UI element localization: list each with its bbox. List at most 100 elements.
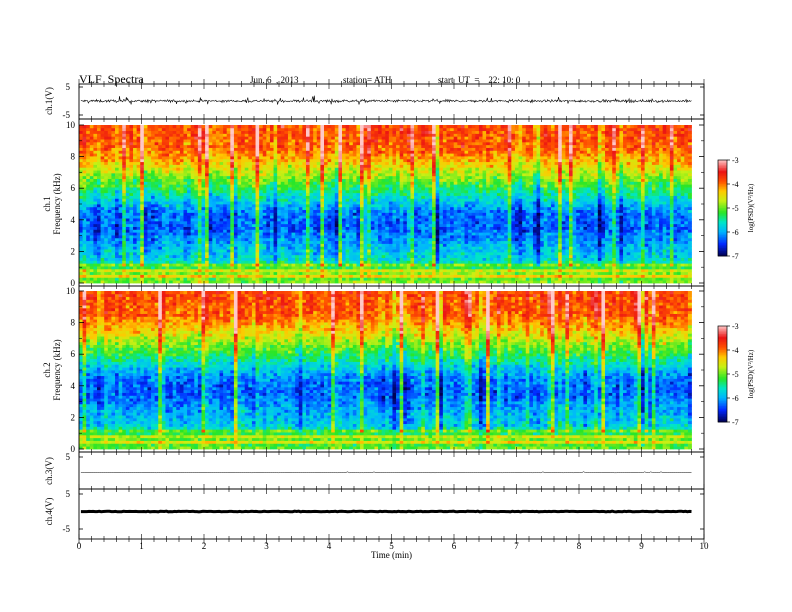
spectrogram-cell [356, 131, 360, 134]
spectrogram-cell [198, 280, 202, 283]
spectrogram-cell [101, 260, 105, 263]
spectrogram-cell [245, 260, 249, 263]
spectrogram-cell [356, 196, 360, 199]
spectrogram-cell [349, 238, 353, 241]
spectrogram-cell [274, 255, 278, 258]
spectrogram-cell [212, 272, 216, 275]
spectrogram-cell [284, 277, 288, 280]
spectrogram-cell [90, 210, 94, 213]
spectrogram-cell [209, 218, 213, 221]
spectrogram-cell [367, 125, 371, 128]
spectrogram-cell [223, 176, 227, 179]
spectrogram-cell [338, 218, 342, 221]
spectrogram-cell [162, 207, 166, 210]
spectrogram-cell [284, 162, 288, 165]
spectrogram-cell [256, 139, 260, 142]
spectrogram-cell [378, 176, 382, 179]
spectrogram-cell [306, 263, 310, 266]
spectrogram-cell [115, 232, 119, 235]
spectrogram-cell [158, 210, 162, 213]
spectrogram-cell [259, 150, 263, 153]
spectrogram-cell [104, 150, 108, 153]
spectrogram-cell [349, 221, 353, 224]
spectrogram-cell [270, 249, 274, 252]
spectrogram-cell [104, 210, 108, 213]
spectrogram-cell [302, 131, 306, 134]
spectrogram-cell [111, 235, 115, 238]
spectrogram-cell [133, 204, 137, 207]
spectrogram-cell [83, 153, 87, 156]
spectrogram-cell [238, 190, 242, 193]
spectrogram-cell [129, 190, 133, 193]
spectrogram-cell [367, 196, 371, 199]
spectrogram-cell [284, 159, 288, 162]
spectrogram-cell [263, 142, 267, 145]
spectrogram-cell [144, 125, 148, 128]
spectrogram-cell [97, 263, 101, 266]
spectrogram-cell [241, 232, 245, 235]
spectrogram-cell [364, 241, 368, 244]
spectrogram-cell [353, 187, 357, 190]
spectrogram-cell [396, 131, 400, 134]
spectrogram-cell [140, 179, 144, 182]
spectrogram-cell [360, 218, 364, 221]
spectrogram-cell [310, 255, 314, 258]
spectrogram-cell [374, 133, 378, 136]
spectrogram-cell [295, 201, 299, 204]
spectrogram-cell [119, 156, 123, 159]
spectrogram-cell [220, 210, 224, 213]
spectrogram-cell [310, 275, 314, 278]
spectrogram-cell [234, 153, 238, 156]
spectrogram-cell [378, 165, 382, 168]
spectrogram-cell [274, 258, 278, 261]
spectrogram-cell [79, 179, 83, 182]
spectrogram-cell [212, 244, 216, 247]
spectrogram-cell [292, 238, 296, 241]
spectrogram-cell [396, 212, 400, 215]
spectrogram-cell [216, 266, 220, 269]
spectrogram-cell [101, 266, 105, 269]
spectrogram-cell [230, 190, 234, 193]
spectrogram-cell [223, 235, 227, 238]
spectrogram-cell [302, 280, 306, 283]
spectrogram-cell [147, 196, 151, 199]
spectrogram-cell [295, 173, 299, 176]
spectrogram-cell [86, 244, 90, 247]
spectrogram-cell [93, 148, 97, 151]
spectrogram-cell [385, 153, 389, 156]
spectrogram-cell [353, 159, 357, 162]
spectrogram-cell [108, 142, 112, 145]
spectrogram-cell [230, 244, 234, 247]
spectrogram-cell [274, 280, 278, 283]
spectrogram-cell [299, 142, 303, 145]
spectrogram-cell [385, 227, 389, 230]
spectrogram-cell [173, 156, 177, 159]
spectrogram-cell [212, 153, 216, 156]
spectrogram-cell [245, 131, 249, 134]
spectrogram-cell [266, 280, 270, 283]
spectrogram-cell [248, 266, 252, 269]
spectrogram-cell [86, 193, 90, 196]
spectrogram-cell [194, 280, 198, 283]
spectrogram-cell [212, 173, 216, 176]
spectrogram-cell [353, 131, 357, 134]
spectrogram-cell [385, 128, 389, 131]
spectrogram-cell [180, 179, 184, 182]
spectrogram-cell [111, 179, 115, 182]
spectrogram-cell [198, 153, 202, 156]
spectrogram-cell [129, 162, 133, 165]
spectrogram-cell [238, 277, 242, 280]
spectrogram-cell [331, 128, 335, 131]
spectrogram-cell [320, 249, 324, 252]
spectrogram-cell [374, 241, 378, 244]
spectrogram-cell [162, 136, 166, 139]
spectrogram-cell [338, 128, 342, 131]
spectrogram-cell [151, 215, 155, 218]
spectrogram-cell [320, 224, 324, 227]
spectrogram-cell [93, 224, 97, 227]
spectrogram-cell [223, 153, 227, 156]
spectrogram-cell [137, 244, 141, 247]
spectrogram-cell [93, 167, 97, 170]
spectrogram-cell [191, 139, 195, 142]
spectrogram-cell [183, 159, 187, 162]
